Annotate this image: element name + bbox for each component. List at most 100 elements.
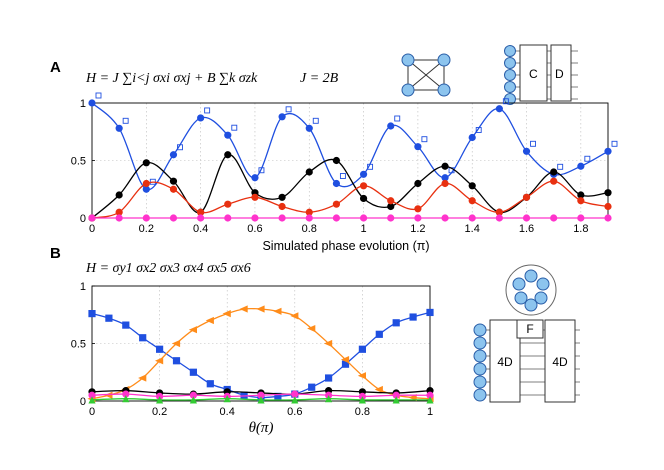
chart-b-series-1-point <box>374 385 383 394</box>
chart-a-series-0-point-open-square <box>367 163 374 170</box>
chart-a-series-0-point-open-square <box>204 107 211 114</box>
chart-b-series-3-point <box>392 391 400 399</box>
chart-a-series-1-point <box>577 191 585 199</box>
chart-b-series-3-point <box>88 391 96 399</box>
chart-a-series-0-point-open-square <box>475 127 482 133</box>
chart-a-series-0-point <box>441 174 449 182</box>
chart-b-series-4-point <box>122 395 130 403</box>
chart-b-series-0-point <box>358 345 366 353</box>
chart-a-series-3-point <box>332 214 341 222</box>
chart-b-series-0-point <box>88 310 96 318</box>
chart-a-series-0-point <box>577 162 585 170</box>
chart-a-series-0-point <box>522 147 531 155</box>
chart-a-ytick-label: 0 <box>80 213 86 225</box>
chart-b-series-1-point <box>340 356 350 364</box>
chart-a-series-1-point <box>224 151 232 159</box>
chart-a-xtick-label: 1 <box>361 223 367 235</box>
chart-a-series-0-point-open-square <box>177 144 183 151</box>
chart-b-series-1-point <box>273 307 282 315</box>
chart-a-series-3-point <box>142 214 150 222</box>
chart-b-series-3-point <box>257 391 265 399</box>
chart-b-series-0-point <box>392 319 400 327</box>
chart-b-series-4-point <box>358 396 366 404</box>
box-d-label: D <box>555 67 564 81</box>
chart-a-series-3-point <box>414 214 422 222</box>
chart-a-series-3-point <box>278 214 286 222</box>
complete-graph-icon <box>401 53 451 97</box>
chart-b-series-0-point <box>426 308 434 317</box>
chart-b-series-1-point <box>324 339 333 348</box>
chart-b-series-3-point <box>291 390 299 398</box>
box-4d-left-label: 4D <box>497 355 513 369</box>
chart-a-series-2-point <box>169 185 178 193</box>
chart-a-ytick-label: 1 <box>80 98 86 110</box>
chart-a-xtick-label: 0.2 <box>139 223 154 235</box>
chart-a-series-2-point <box>468 197 476 205</box>
chart-a-series-1-point <box>142 159 150 167</box>
chart-a-series-3-point <box>359 214 368 222</box>
chart-b-series-1-point <box>307 324 316 333</box>
chart-b-series-0-point <box>189 368 197 376</box>
chart-b-series-1-point <box>256 305 265 313</box>
chart-a-series-0-point <box>251 174 259 182</box>
chart-a-series-0-point-open-square <box>557 163 564 170</box>
chart-a-series-2-point <box>197 208 205 216</box>
chart-a-series-0-point <box>387 122 395 130</box>
chart-b-series-1-point <box>188 326 197 334</box>
chart-a-series-3-point <box>604 214 612 222</box>
chart-a-series-2-point <box>332 200 341 208</box>
box-4d-right-label: 4D <box>552 355 568 369</box>
chart-b-series-1-point <box>222 310 231 318</box>
chart-a-series-2-point <box>305 208 313 216</box>
chart-a-series-3-point <box>577 214 585 222</box>
chart-a-series-0-point <box>359 170 368 178</box>
chart-a-xlabel: Simulated phase evolution (π) <box>262 239 429 253</box>
chart-b-xlabel: θ(π) <box>249 420 274 436</box>
panel-b-label: B <box>50 245 61 262</box>
chart-a-series-0-point <box>305 124 313 132</box>
chart-b-series-3-point <box>189 391 197 399</box>
chart-a-series-2-line <box>91 180 609 219</box>
chart-a-series-0-point <box>414 143 422 151</box>
chart-a-series-0-point-open-square <box>584 155 591 162</box>
chart-b-series-1-point <box>205 316 214 325</box>
chart-a-series-2-point <box>224 200 232 208</box>
chart-a-series-0-point <box>468 133 476 142</box>
chart-b-series-0-point <box>240 391 248 399</box>
chart-a-series-1-point <box>332 156 341 165</box>
chart-b-series-0-point <box>325 374 333 382</box>
chart-a-series-3-point <box>305 214 313 222</box>
chart-a-series-0-point <box>224 131 232 139</box>
chart-b-series-4-point <box>325 395 333 403</box>
chart-a-xtick-label: 0 <box>89 223 95 235</box>
chart-b-series-0-point <box>156 345 164 353</box>
chart-b-series-1-point <box>357 372 366 380</box>
chart-b-series-1-line <box>91 307 431 400</box>
chart-a-series-0-point-open-square <box>502 98 509 105</box>
chart-a-series-2-point <box>522 193 531 201</box>
chart-a-series-1-line <box>91 154 609 219</box>
chart-b-series-0-point <box>139 334 147 342</box>
chart-a-series-3-point <box>468 214 476 222</box>
chart-a-series-2-point <box>387 197 395 205</box>
chart-b-series-1-point <box>239 305 248 313</box>
chart-b-xtick-label: 0.2 <box>152 406 167 418</box>
chart-b: 0 0.2 0.4 0.6 0.8 1 0 0.5 1 <box>71 281 434 418</box>
panel-a-label: A <box>50 59 61 76</box>
chart-a-series-3-point <box>224 214 232 222</box>
chart-a-xtick-label: 1.8 <box>573 223 588 235</box>
chart-b-xtick-label: 0.8 <box>355 406 370 418</box>
chart-a-series-2-point <box>278 202 286 211</box>
chart-b-series-1-point <box>138 374 147 382</box>
chart-a-series-3-point <box>387 214 395 222</box>
box-f-label: F <box>526 322 533 336</box>
chart-a-series-1-point <box>278 193 286 201</box>
chart-b-series-4-point <box>426 396 434 404</box>
chart-b-series-0-point <box>206 380 214 388</box>
chart-a-xtick-label: 1.4 <box>465 223 480 235</box>
chart-b-ytick-label: 1 <box>80 281 86 293</box>
chart-a-series-1-point <box>115 191 123 199</box>
chart-a-series-0-point-open-square <box>339 173 346 179</box>
chart-b-series-0-point <box>274 392 282 400</box>
